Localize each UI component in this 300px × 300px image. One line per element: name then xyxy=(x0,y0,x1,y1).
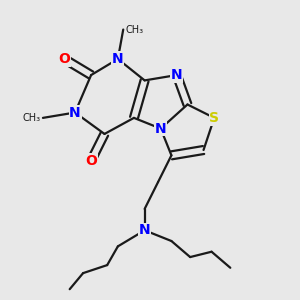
Text: N: N xyxy=(112,52,124,66)
Text: N: N xyxy=(139,223,151,237)
Text: N: N xyxy=(155,122,167,136)
Text: CH₃: CH₃ xyxy=(22,113,40,123)
Text: CH₃: CH₃ xyxy=(126,25,144,34)
Text: O: O xyxy=(58,52,70,66)
Text: N: N xyxy=(171,68,183,82)
Text: N: N xyxy=(69,106,81,119)
Text: O: O xyxy=(85,154,97,168)
Text: S: S xyxy=(209,111,219,125)
